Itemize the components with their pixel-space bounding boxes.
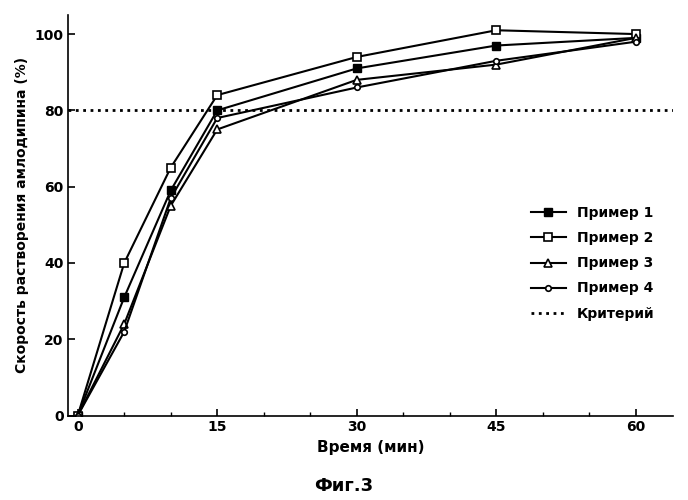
Пример 3 xyxy=(632,35,640,41)
Критерий xyxy=(83,108,91,114)
Пример 1 xyxy=(492,42,500,48)
Пример 4 xyxy=(632,38,640,44)
Пример 4 xyxy=(353,84,361,90)
Пример 4 xyxy=(166,195,175,201)
Пример 2 xyxy=(632,31,640,37)
Пример 1 xyxy=(120,294,129,300)
X-axis label: Время (мин): Время (мин) xyxy=(317,440,424,455)
Пример 4 xyxy=(213,115,222,121)
Line: Пример 1: Пример 1 xyxy=(74,34,640,420)
Line: Пример 3: Пример 3 xyxy=(74,34,640,420)
Пример 1 xyxy=(353,66,361,71)
Line: Пример 4: Пример 4 xyxy=(75,39,638,418)
Пример 2 xyxy=(166,164,175,170)
Пример 2 xyxy=(492,28,500,34)
Text: Фиг.3: Фиг.3 xyxy=(314,477,374,495)
Пример 1 xyxy=(74,412,82,418)
Legend: Пример 1, Пример 2, Пример 3, Пример 4, Критерий: Пример 1, Пример 2, Пример 3, Пример 4, … xyxy=(526,200,660,326)
Пример 2 xyxy=(74,412,82,418)
Пример 4 xyxy=(74,412,82,418)
Y-axis label: Скорость растворения амлодипина (%): Скорость растворения амлодипина (%) xyxy=(15,57,29,374)
Пример 3 xyxy=(492,62,500,68)
Пример 2 xyxy=(353,54,361,60)
Пример 3 xyxy=(74,412,82,418)
Пример 4 xyxy=(120,328,129,334)
Пример 3 xyxy=(353,77,361,83)
Пример 3 xyxy=(120,321,129,327)
Пример 4 xyxy=(492,58,500,64)
Пример 2 xyxy=(213,92,222,98)
Пример 3 xyxy=(213,126,222,132)
Пример 1 xyxy=(213,108,222,114)
Пример 2 xyxy=(120,260,129,266)
Пример 1 xyxy=(632,35,640,41)
Пример 1 xyxy=(166,188,175,194)
Line: Пример 2: Пример 2 xyxy=(74,26,640,420)
Критерий xyxy=(74,108,82,114)
Пример 3 xyxy=(166,203,175,209)
